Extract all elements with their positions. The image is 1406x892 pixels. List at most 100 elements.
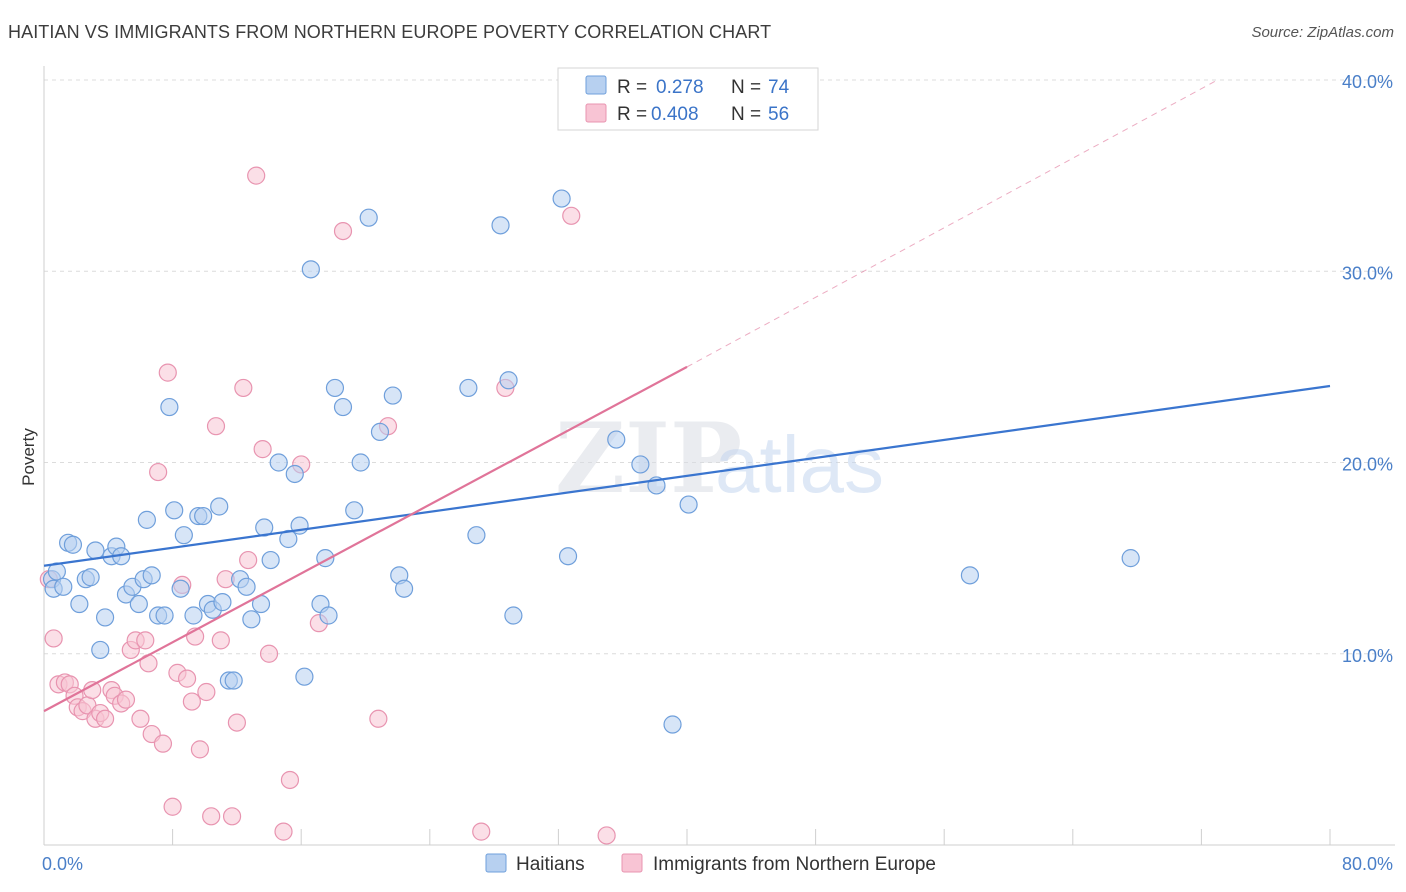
data-point <box>136 631 155 650</box>
axes <box>43 66 1395 846</box>
watermark-atlas: atlas <box>715 420 884 509</box>
series-haitians-points <box>42 189 1140 734</box>
data-point <box>239 550 258 570</box>
data-point <box>274 822 293 841</box>
data-point <box>597 826 616 845</box>
data-point <box>44 629 63 648</box>
data-point <box>359 208 378 227</box>
x-tick-label-min: 0.0% <box>42 854 83 874</box>
data-point <box>116 690 136 709</box>
legend-bottom-swatch-immigrants <box>621 853 643 873</box>
legend-top: R = 0.278 N = 74 R = 0.408 N = 56 <box>557 67 819 131</box>
trend-line <box>43 384 1331 567</box>
data-point <box>174 526 193 545</box>
data-point <box>259 644 279 663</box>
legend-n-label: N = <box>731 104 761 125</box>
data-point <box>165 501 184 520</box>
trend-line-extension <box>686 79 1218 368</box>
x-tick-label-max: 80.0% <box>1342 854 1393 874</box>
data-point <box>63 535 83 554</box>
data-point <box>247 166 266 185</box>
data-point <box>280 770 300 790</box>
data-point <box>345 501 364 520</box>
data-point <box>210 497 229 516</box>
data-point <box>261 550 280 570</box>
data-point <box>467 526 486 545</box>
trend-lines <box>43 79 1331 713</box>
data-point <box>70 594 89 614</box>
data-point <box>459 378 478 398</box>
data-point <box>472 822 491 841</box>
y-tick-label: 30.0% <box>1342 263 1393 283</box>
data-point <box>131 709 150 728</box>
data-point <box>153 734 173 753</box>
data-point <box>149 462 168 482</box>
data-point <box>301 260 320 279</box>
data-point <box>160 397 179 417</box>
data-point <box>504 606 523 625</box>
data-point <box>663 715 682 734</box>
watermark: ZIP atlas <box>555 402 884 515</box>
data-point <box>333 221 353 241</box>
data-point <box>197 682 216 702</box>
data-point <box>394 579 414 598</box>
data-point <box>1121 549 1140 568</box>
legend-bottom: Haitians Immigrants from Northern Europe <box>485 853 936 875</box>
data-point <box>224 671 243 690</box>
data-point <box>562 206 581 225</box>
data-point <box>242 610 261 629</box>
legend-r-value: 0.408 <box>651 104 699 125</box>
x-tick-labels: 0.0% 80.0% <box>42 854 1393 874</box>
legend-r-label: R = <box>617 104 647 125</box>
data-point <box>182 692 201 711</box>
data-point <box>351 453 370 472</box>
data-point <box>95 709 115 728</box>
data-point <box>499 371 518 390</box>
legend-n-value: 74 <box>768 77 790 98</box>
data-point <box>211 631 230 650</box>
data-point <box>558 547 578 566</box>
data-point <box>129 594 148 614</box>
data-point <box>319 606 338 625</box>
data-point <box>184 606 203 625</box>
legend-swatch-haitians <box>585 75 607 95</box>
data-point <box>333 397 353 417</box>
data-point <box>960 566 980 585</box>
data-point <box>142 566 161 585</box>
legend-r-value: 0.278 <box>656 77 704 98</box>
y-tick-label: 40.0% <box>1342 72 1393 92</box>
data-point <box>383 386 402 405</box>
data-point <box>91 640 110 660</box>
y-tick-label: 10.0% <box>1342 646 1393 666</box>
y-tick-label: 20.0% <box>1342 455 1393 475</box>
data-point <box>227 713 246 732</box>
data-point <box>295 667 314 686</box>
data-point <box>171 579 190 598</box>
legend-bottom-label-haitians: Haitians <box>516 854 585 875</box>
data-point <box>158 363 177 382</box>
data-point <box>86 541 105 560</box>
data-point <box>279 529 298 549</box>
data-point <box>325 378 345 398</box>
data-point <box>202 807 221 826</box>
data-point <box>631 455 650 474</box>
data-point <box>190 740 210 759</box>
data-point <box>269 453 288 472</box>
legend-bottom-label-immigrants: Immigrants from Northern Europe <box>653 854 936 875</box>
chart-source: Source: ZipAtlas.com <box>1251 24 1394 41</box>
data-point <box>81 568 100 587</box>
series-immigrants-points <box>39 166 616 845</box>
legend-bottom-swatch-haitians <box>485 853 507 873</box>
data-point <box>607 430 626 449</box>
trend-line <box>43 365 688 713</box>
data-point <box>253 440 272 459</box>
data-point <box>370 422 390 441</box>
data-point <box>679 495 698 514</box>
legend-r-label: R = <box>617 77 647 98</box>
data-point <box>222 807 242 826</box>
data-point <box>163 797 182 816</box>
data-point <box>155 606 174 625</box>
data-point <box>285 464 304 484</box>
data-point <box>237 577 256 596</box>
